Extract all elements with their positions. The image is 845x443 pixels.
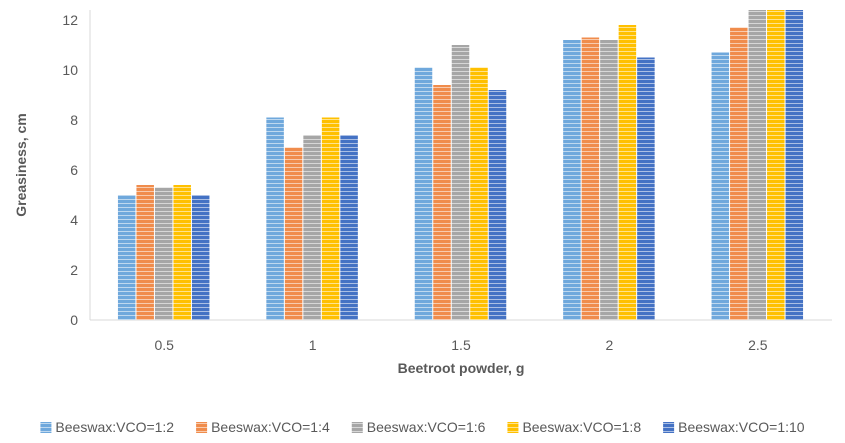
y-tick-label: 8 (70, 112, 78, 128)
legend-label: Beeswax:VCO=1:10 (678, 419, 805, 435)
legend-swatch (507, 422, 519, 433)
bar (767, 10, 785, 320)
legend-swatch (40, 422, 52, 433)
legend-swatch (196, 422, 208, 433)
legend-label: Beeswax:VCO=1:2 (55, 419, 174, 435)
y-tick-label: 6 (70, 162, 78, 178)
bar (340, 135, 358, 320)
bar (600, 40, 618, 320)
legend-swatch (663, 422, 675, 433)
bar (136, 185, 154, 320)
bar (266, 117, 284, 320)
legend-label: Beeswax:VCO=1:8 (522, 419, 641, 435)
y-tick-label: 4 (70, 212, 78, 228)
bar (711, 52, 730, 320)
bar (154, 187, 173, 320)
bar (470, 67, 488, 320)
x-axis-title: Beetroot powder, g (398, 360, 525, 376)
bar (414, 67, 433, 320)
legend-label: Beeswax:VCO=1:6 (367, 419, 486, 435)
bar-series (117, 10, 804, 320)
y-tick-label: 0 (70, 312, 78, 328)
bar (173, 185, 191, 320)
y-tick-label: 10 (62, 62, 78, 78)
bar (284, 147, 303, 320)
x-tick-label: 1 (309, 337, 317, 353)
bar (321, 117, 340, 320)
bar (191, 195, 210, 320)
x-tick-label: 1.5 (451, 337, 471, 353)
bar (748, 10, 767, 320)
bar (618, 25, 637, 320)
x-tick-label: 2.5 (748, 337, 768, 353)
bar (433, 85, 451, 320)
bar (488, 90, 507, 320)
bar (451, 45, 470, 320)
y-axis-title: Greasiness, cm (13, 113, 29, 217)
bar (730, 27, 748, 320)
y-tick-labels: 0 2 4 6 8 10 12 (62, 12, 78, 328)
bar (563, 40, 581, 320)
bar (303, 135, 321, 320)
legend-label: Beeswax:VCO=1:4 (211, 419, 330, 435)
x-tick-label: 2 (606, 337, 614, 353)
plot-area: 0 2 4 6 8 10 12 0.5 1 1.5 2 2.5 (62, 10, 832, 353)
bar (581, 37, 600, 320)
bar (637, 57, 655, 320)
y-tick-label: 12 (62, 12, 78, 28)
y-tick-label: 2 (70, 262, 78, 278)
bar (117, 195, 136, 320)
legend-swatch (351, 422, 363, 433)
bar (785, 10, 804, 320)
legend: Beeswax:VCO=1:2 Beeswax:VCO=1:4 Beeswax:VC… (40, 419, 805, 435)
x-tick-label: 0.5 (154, 337, 174, 353)
x-tick-labels: 0.5 1 1.5 2 2.5 (154, 337, 767, 353)
